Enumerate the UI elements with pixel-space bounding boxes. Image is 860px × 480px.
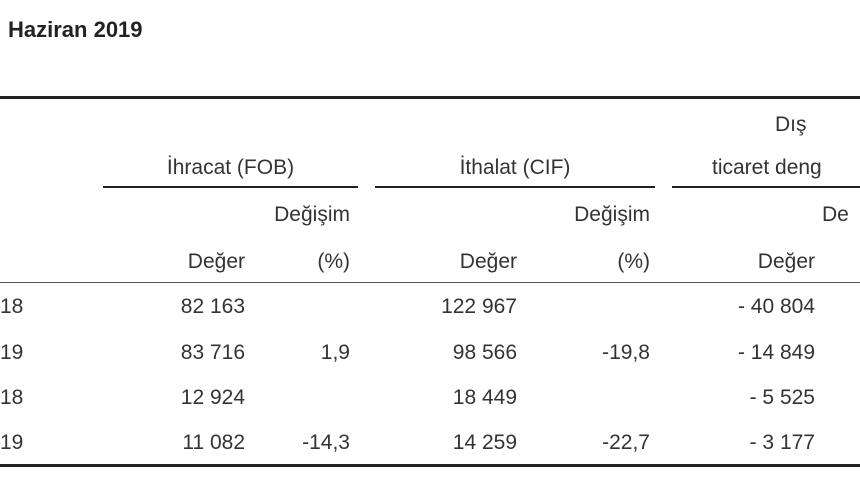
cell: 11 082: [182, 431, 245, 454]
group-header: Dış: [775, 113, 807, 136]
cell: - 14 849: [737, 341, 815, 364]
cell: 122 967: [441, 295, 517, 318]
cell: 14 259: [452, 431, 517, 454]
row-label: 18: [0, 295, 24, 318]
sub-header: Değişim: [274, 203, 350, 226]
cell: 82 163: [180, 295, 245, 318]
group-rule: [103, 186, 358, 188]
row-label: 19: [0, 431, 24, 454]
cell: -14,3: [302, 431, 350, 454]
column-header: (%): [617, 250, 650, 273]
top-rule: [0, 96, 860, 99]
title: Haziran 2019: [8, 17, 143, 42]
cell: 98 566: [452, 341, 517, 364]
bottom-rule: [0, 464, 860, 467]
header-rule: [0, 282, 860, 283]
group-rule: [375, 186, 655, 188]
group-header: İhracat (FOB): [166, 156, 295, 179]
row-label: 19: [0, 341, 24, 364]
group-rule: [672, 186, 860, 188]
cell: -22,7: [602, 431, 650, 454]
cell: - 40 804: [737, 295, 815, 318]
group-header: İthalat (CIF): [459, 156, 571, 179]
cell: - 3 177: [749, 431, 815, 454]
sub-header: De: [822, 203, 849, 226]
cell: 1,9: [320, 341, 350, 364]
group-header: ticaret deng: [712, 156, 822, 179]
column-header: Değer: [459, 250, 517, 273]
row-label: 18: [0, 386, 24, 409]
sub-header: Değişim: [574, 203, 650, 226]
column-header: Değer: [757, 250, 815, 273]
cell: 83 716: [180, 341, 245, 364]
column-header: (%): [317, 250, 350, 273]
cell: 12 924: [180, 386, 245, 409]
column-header: Değer: [187, 250, 245, 273]
cell: - 5 525: [749, 386, 815, 409]
cell: -19,8: [602, 341, 650, 364]
cell: 18 449: [452, 386, 517, 409]
